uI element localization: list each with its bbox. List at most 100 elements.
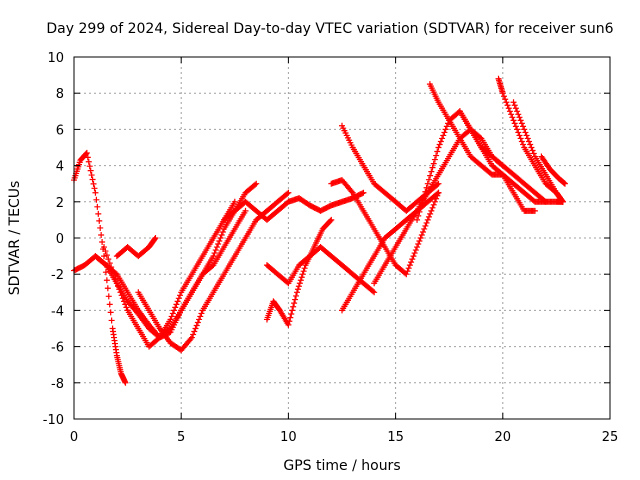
data-point — [105, 256, 112, 263]
data-point — [511, 102, 518, 109]
y-tick-label: 4 — [56, 160, 64, 175]
data-point — [419, 228, 426, 235]
data-point — [215, 241, 222, 248]
data-point — [561, 180, 568, 187]
data-point — [105, 293, 112, 300]
data-point — [422, 188, 429, 195]
series-sat-f — [135, 189, 292, 354]
data-point — [121, 298, 128, 305]
data-point — [101, 253, 108, 260]
series-sat-i — [263, 244, 378, 296]
x-tick-label: 15 — [387, 430, 404, 445]
data-point — [102, 269, 109, 276]
data-point — [285, 189, 292, 196]
data-point — [441, 129, 448, 136]
data-point — [118, 292, 125, 299]
data-point — [518, 120, 525, 127]
data-point — [414, 244, 421, 251]
data-point — [192, 325, 199, 332]
data-point — [290, 303, 297, 310]
data-point — [517, 135, 524, 142]
data-point — [427, 210, 434, 217]
data-point — [123, 304, 130, 311]
data-point — [296, 280, 303, 287]
y-tick-label: -4 — [51, 304, 64, 319]
data-point — [111, 272, 118, 279]
data-point — [328, 216, 335, 223]
data-point — [173, 301, 180, 308]
data-point — [518, 138, 525, 145]
data-point — [443, 123, 450, 130]
data-point — [424, 180, 431, 187]
data-point — [113, 280, 120, 287]
data-point — [209, 263, 216, 270]
data-point — [360, 189, 367, 196]
data-point — [435, 144, 442, 151]
data-point — [119, 295, 126, 302]
data-point — [151, 236, 158, 243]
y-tick-label: 0 — [56, 232, 64, 247]
data-point — [434, 190, 441, 197]
data-point — [505, 105, 512, 112]
data-point — [98, 231, 105, 238]
y-tick-label: 6 — [56, 123, 64, 138]
data-point — [116, 286, 123, 293]
data-point — [498, 170, 505, 177]
data-point — [104, 285, 111, 292]
data-point — [529, 147, 536, 154]
data-point — [188, 334, 195, 341]
data-point — [289, 307, 296, 314]
data-point — [561, 180, 568, 187]
x-tick-label: 0 — [70, 430, 78, 445]
data-point — [515, 129, 522, 136]
plot-marks — [71, 75, 568, 386]
data-point — [406, 262, 413, 269]
data-point — [297, 277, 304, 284]
data-point — [99, 239, 106, 246]
data-point — [92, 189, 99, 196]
data-point — [102, 248, 109, 255]
data-point — [86, 163, 93, 170]
data-point — [242, 207, 249, 214]
data-point — [96, 217, 103, 224]
data-point — [294, 286, 301, 293]
series-sat-e — [101, 207, 249, 350]
data-point — [216, 238, 223, 245]
data-point — [286, 318, 293, 325]
data-point — [194, 319, 201, 326]
data-point — [117, 289, 124, 296]
data-point — [500, 93, 507, 100]
data-point — [152, 235, 159, 241]
data-point — [503, 99, 510, 106]
series-sat-d — [113, 235, 159, 260]
data-point — [419, 196, 426, 203]
data-point — [423, 184, 430, 191]
data-point — [106, 301, 113, 308]
data-point — [431, 198, 438, 205]
data-point — [197, 313, 204, 320]
data-point — [174, 298, 181, 305]
data-point — [416, 208, 423, 215]
data-point — [301, 265, 308, 272]
y-tick-label: 8 — [56, 87, 64, 102]
data-point — [524, 135, 531, 142]
x-axis-label: GPS time / hours — [283, 458, 400, 474]
data-point — [403, 271, 410, 278]
data-point — [530, 150, 537, 157]
data-point — [299, 271, 306, 278]
data-point — [414, 216, 421, 223]
series-sat-g — [221, 189, 367, 223]
series-sat-j — [328, 177, 442, 278]
data-point — [528, 144, 535, 151]
data-point — [172, 304, 179, 311]
data-point — [430, 201, 437, 208]
data-point — [435, 180, 442, 187]
grid — [74, 57, 610, 419]
data-point — [504, 102, 511, 109]
data-point — [231, 198, 238, 205]
data-point — [217, 235, 224, 241]
data-point — [521, 126, 528, 133]
data-point — [369, 288, 376, 295]
data-point — [288, 311, 295, 318]
data-point — [516, 114, 523, 121]
